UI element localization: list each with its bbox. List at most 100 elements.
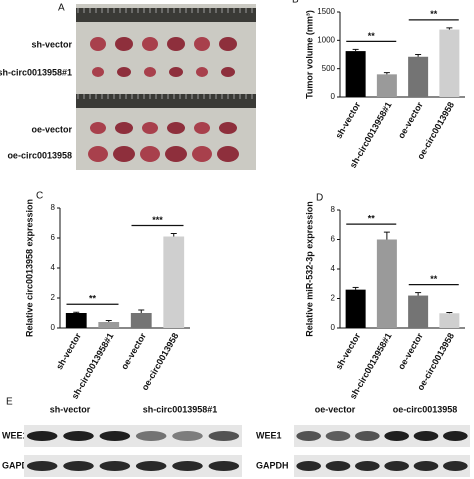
band	[172, 431, 203, 441]
tumor	[167, 37, 185, 51]
x-tick-label: oe-vector	[396, 100, 425, 141]
tumor	[113, 146, 135, 162]
x-tick-label: sh-vector	[333, 331, 362, 372]
y-tick-label: 0	[331, 92, 336, 101]
row-label: sh-circ0013958#1	[0, 67, 72, 77]
band	[63, 431, 94, 441]
band	[26, 431, 58, 441]
tumor	[144, 67, 156, 77]
tumor	[192, 146, 212, 162]
panel-e: E sh-vector sh-circ0013958#1 WEE1 GAPDH …	[2, 397, 457, 471]
bar	[345, 289, 366, 328]
row-label: sh-vector	[31, 39, 72, 49]
tumor	[219, 37, 237, 51]
y-axis-label: Tumor volume (mm³)	[304, 10, 314, 99]
tumor	[169, 67, 183, 77]
tumor	[165, 146, 187, 162]
band	[384, 431, 409, 441]
bar	[163, 236, 185, 328]
tumor	[167, 122, 185, 134]
y-axis-label: Relative miR-532-3p expression	[304, 201, 314, 337]
significance-label: **	[89, 294, 97, 304]
band	[443, 431, 468, 441]
tumor	[221, 67, 235, 77]
blot	[294, 455, 470, 477]
significance-label: **	[368, 31, 376, 41]
tumor	[90, 122, 106, 134]
bar	[408, 295, 429, 328]
y-tick-label: 2	[331, 294, 336, 303]
band	[413, 461, 439, 471]
band	[296, 461, 321, 471]
bar	[439, 29, 460, 97]
significance-label: **	[368, 214, 376, 224]
y-tick-label: 500	[322, 64, 336, 73]
x-tick-label: sh-vector	[333, 100, 362, 141]
tumor	[88, 146, 108, 162]
row-label: oe-circ0013958	[7, 150, 72, 160]
band	[355, 431, 380, 441]
band	[208, 431, 240, 441]
tumor	[90, 37, 106, 51]
panel-label: E	[6, 397, 13, 408]
band	[413, 431, 439, 441]
tumor	[117, 67, 131, 77]
significance-label: ***	[152, 215, 163, 225]
panel-label: D	[316, 193, 323, 204]
tumor	[219, 122, 237, 134]
y-tick-label: 8	[51, 203, 56, 212]
tumor	[92, 67, 104, 77]
blot	[294, 425, 470, 447]
band	[135, 461, 167, 471]
tumor	[140, 146, 160, 162]
tumor	[142, 37, 158, 51]
band	[325, 461, 351, 471]
panel-a: A sh-vector sh-circ0013958#1 oe-vector o…	[0, 3, 256, 170]
bar	[439, 313, 460, 328]
band	[26, 461, 58, 471]
significance-label: **	[430, 274, 438, 284]
protein-label: GAPDH	[256, 460, 289, 470]
row-label: oe-vector	[31, 124, 72, 134]
tumor	[142, 122, 158, 134]
band	[443, 461, 468, 471]
blot	[24, 425, 242, 447]
band	[208, 461, 240, 471]
bar	[345, 51, 366, 97]
band	[63, 461, 94, 471]
y-tick-label: 0	[51, 323, 56, 332]
tumor	[194, 37, 210, 51]
panel-label: A	[58, 3, 65, 14]
bar	[376, 74, 397, 97]
protein-label: WEE1	[256, 430, 282, 440]
tumor	[115, 37, 133, 51]
band	[135, 431, 167, 441]
panel-label: B	[292, 0, 299, 6]
bar	[98, 322, 120, 328]
significance-label: **	[430, 9, 438, 19]
y-tick-label: 8	[331, 205, 336, 214]
y-tick-label: 1500	[317, 7, 335, 16]
group-label: sh-vector	[50, 404, 91, 414]
x-tick-label: sh-vector	[54, 331, 83, 372]
band	[296, 431, 321, 441]
band	[384, 461, 409, 471]
y-tick-label: 4	[331, 264, 336, 273]
panel-label: C	[36, 191, 43, 202]
x-tick-label: oe-vector	[396, 331, 425, 372]
y-tick-label: 1000	[317, 35, 335, 44]
y-tick-label: 6	[51, 233, 56, 242]
bar	[65, 313, 87, 328]
tumor	[217, 146, 239, 162]
protein-label: WEE1	[2, 430, 28, 440]
x-tick-label: oe-vector	[119, 331, 148, 372]
y-axis-label: Relative circ0013958 expression	[24, 199, 34, 337]
band	[355, 461, 380, 471]
tumor	[115, 122, 133, 134]
protein-label: GAPDH	[2, 460, 35, 470]
ruler	[76, 8, 256, 22]
y-tick-label: 0	[331, 323, 336, 332]
bar	[130, 313, 152, 328]
y-tick-label: 4	[51, 263, 56, 272]
